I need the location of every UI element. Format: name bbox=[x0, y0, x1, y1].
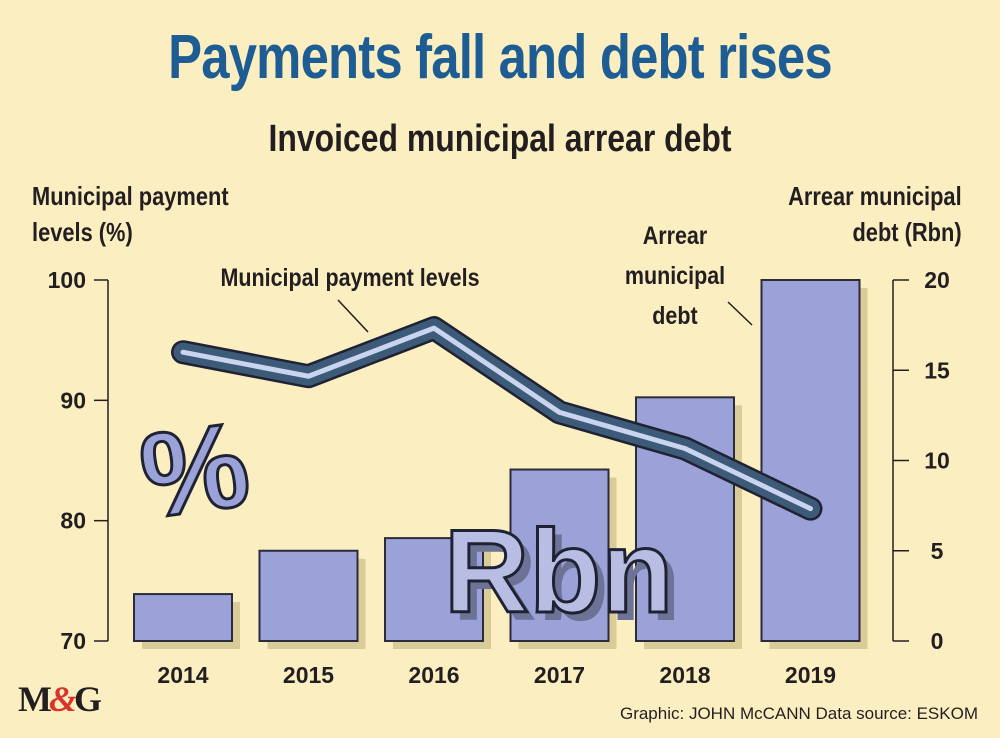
annotation-leader-line bbox=[727, 301, 753, 326]
left-tick-label-100: 100 bbox=[48, 267, 86, 293]
chart-subtitle: Invoiced municipal arrear debt bbox=[268, 118, 732, 160]
annotation-arrear-debt-line-1: Arrear bbox=[643, 221, 707, 249]
logo-amp: & bbox=[48, 679, 77, 719]
line-series-payment-levels bbox=[180, 325, 813, 512]
percent-symbol: % bbox=[133, 397, 257, 545]
left-tick-label-90: 90 bbox=[60, 387, 86, 413]
logo-m: M bbox=[18, 679, 52, 719]
left-axis-title: Municipal payment levels (%) bbox=[32, 178, 229, 250]
right-axis-title-line-2: debt (Rbn) bbox=[852, 217, 962, 247]
annotation-payment-levels: Municipal payment levels bbox=[220, 263, 479, 291]
mg-logo: M&G bbox=[18, 678, 102, 720]
x-tick-label-2014: 2014 bbox=[157, 662, 208, 688]
right-axis-title-line-1: Arrear municipal bbox=[788, 181, 962, 211]
right-tick-label-0: 0 bbox=[931, 628, 944, 654]
annotation-leader-line bbox=[337, 299, 369, 333]
left-axis-title-line-2: levels (%) bbox=[32, 217, 133, 247]
left-tick-label-80: 80 bbox=[60, 508, 86, 534]
bar-2014 bbox=[133, 593, 233, 643]
logo-g: G bbox=[74, 679, 102, 719]
annotation-arrear-debt-line-3: debt bbox=[652, 301, 698, 329]
bar-2017 bbox=[509, 468, 610, 642]
x-tick-label-2018: 2018 bbox=[659, 662, 710, 688]
x-tick-label-2015: 2015 bbox=[283, 662, 334, 688]
bar-2016 bbox=[384, 537, 484, 642]
right-tick-label-10: 10 bbox=[924, 448, 950, 474]
bar-2015 bbox=[258, 549, 359, 642]
left-tick-label-70: 70 bbox=[60, 628, 86, 654]
rbn-symbol-shadow: Rbn bbox=[452, 514, 681, 646]
left-axis-title-line-1: Municipal payment bbox=[32, 181, 229, 211]
right-axis-title: Arrear municipal debt (Rbn) bbox=[788, 178, 962, 250]
chart-title: Payments fall and debt rises bbox=[168, 23, 832, 92]
bar-2019 bbox=[760, 279, 861, 642]
right-tick-label-20: 20 bbox=[924, 267, 950, 293]
rbn-symbol: Rbn bbox=[444, 506, 673, 638]
x-tick-label-2016: 2016 bbox=[408, 662, 459, 688]
x-tick-label-2019: 2019 bbox=[785, 662, 836, 688]
x-tick-label-2017: 2017 bbox=[534, 662, 585, 688]
right-tick-label-5: 5 bbox=[931, 538, 944, 564]
right-tick-label-15: 15 bbox=[924, 357, 950, 383]
credit-line: Graphic: JOHN McCANN Data source: ESKOM bbox=[619, 704, 978, 723]
annotation-arrear-debt-line-2: municipal bbox=[625, 261, 725, 289]
